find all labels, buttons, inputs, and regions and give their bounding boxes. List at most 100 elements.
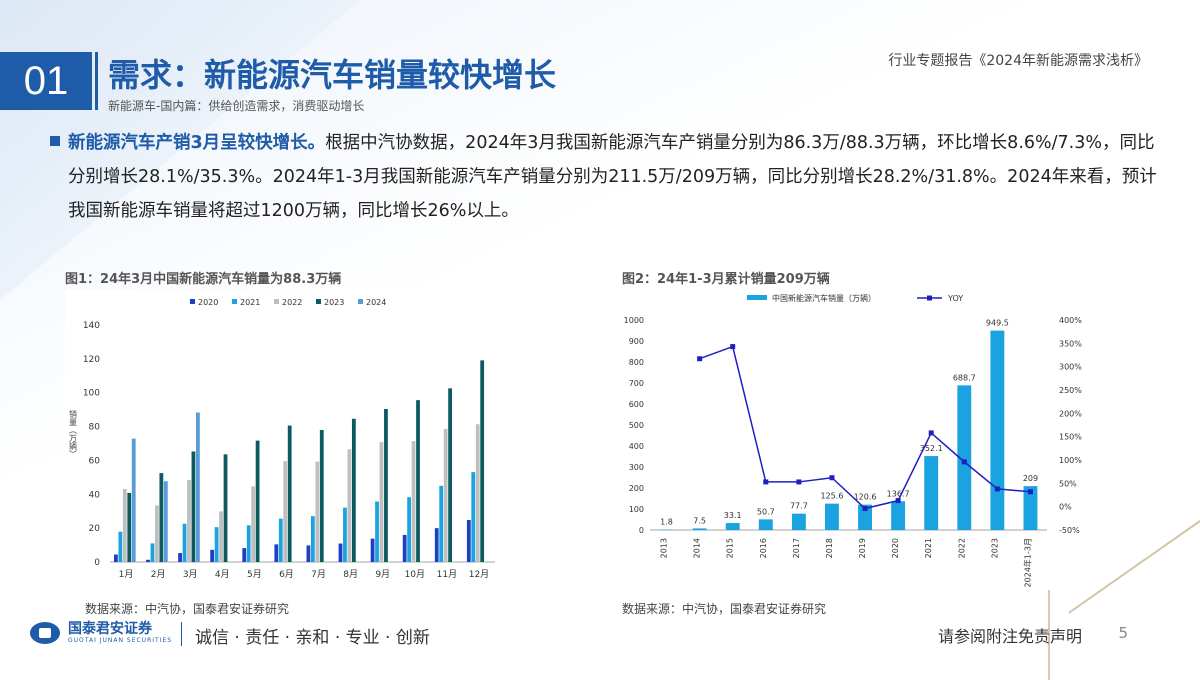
x-tick-label: 2022	[957, 538, 966, 558]
footer-divider	[181, 622, 182, 646]
bar-2023	[192, 451, 196, 562]
y-left-tick-label: 900	[629, 337, 644, 346]
bar-2022	[219, 511, 223, 562]
y-right-tick-label: 100%	[1059, 456, 1082, 465]
data-label: 688.7	[953, 373, 976, 382]
y-left-tick-label: 700	[629, 379, 644, 388]
y-right-tick-label: 300%	[1059, 363, 1082, 372]
bar-2023	[448, 388, 452, 562]
bar-2021	[151, 543, 155, 562]
bar-2023	[384, 409, 388, 562]
x-tick-label: 3月	[183, 569, 198, 580]
yoy-point	[863, 506, 868, 511]
bar-2023	[352, 419, 356, 562]
bar-sales	[759, 519, 773, 530]
y-left-tick-label: 200	[629, 484, 644, 493]
bar-2022	[348, 449, 352, 562]
x-tick-label: 2016	[759, 538, 768, 558]
bar-2022	[123, 489, 127, 562]
bar-sales	[792, 514, 806, 530]
y-right-tick-label: 400%	[1059, 316, 1082, 325]
yoy-point	[697, 356, 702, 361]
bar-2023	[480, 360, 484, 562]
y-tick-label: 40	[89, 490, 101, 500]
bar-2024	[164, 481, 168, 562]
logo-name: 国泰君安证券	[68, 622, 172, 637]
bar-2020	[339, 544, 343, 562]
y-tick-label: 60	[89, 456, 101, 466]
bar-2024	[132, 439, 136, 562]
x-tick-label: 5月	[247, 569, 262, 580]
bar-2020	[403, 535, 407, 562]
bar-2022	[315, 462, 319, 562]
bar-2021	[279, 519, 283, 562]
bar-sales	[990, 331, 1004, 530]
y-left-tick-label: 600	[629, 400, 644, 409]
yoy-point	[829, 475, 834, 480]
yoy-point	[763, 479, 768, 484]
y-tick-label: 80	[89, 423, 101, 433]
bar-2021	[183, 524, 187, 562]
report-name: 行业专题报告《2024年新能源需求浅析》	[888, 50, 1148, 70]
legend-label: 中国新能源汽车销量（万辆）	[772, 293, 876, 303]
x-tick-label: 9月	[375, 569, 390, 580]
figure2-svg: 中国新能源汽车销量（万辆）YOY010020030040050060070080…	[612, 285, 1085, 590]
bar-sales	[726, 523, 740, 530]
data-label: 7.5	[693, 516, 706, 525]
y-left-tick-label: 1000	[624, 316, 644, 325]
figure2-source: 数据来源：中汽协，国泰君安证券研究	[622, 600, 826, 617]
yoy-point	[995, 486, 1000, 491]
bar-2020	[274, 544, 278, 562]
bar-2021	[343, 508, 347, 562]
x-tick-label: 2024年1-3月	[1022, 538, 1032, 587]
yoy-point	[929, 430, 934, 435]
y-left-tick-label: 100	[629, 505, 644, 514]
x-tick-label: 8月	[343, 569, 358, 580]
company-motto: 诚信 · 责任 · 亲和 · 专业 · 创新	[195, 623, 430, 648]
bar-2020	[307, 545, 311, 562]
bar-2023	[127, 493, 131, 562]
legend-label: YOY	[947, 294, 963, 303]
yoy-point	[796, 479, 801, 484]
page-subtitle: 新能源车-国内篇：供给创造需求，消费驱动增长	[108, 97, 364, 114]
bar-2022	[251, 486, 255, 562]
page-number: 5	[1118, 624, 1128, 642]
bar-2020	[371, 539, 375, 562]
disclaimer-link[interactable]: 请参阅附注免责声明	[938, 623, 1082, 647]
y-left-tick-label: 400	[629, 442, 644, 451]
bar-2023	[159, 473, 163, 562]
bar-2020	[114, 555, 118, 562]
bar-2021	[118, 532, 122, 562]
x-tick-label: 4月	[215, 569, 230, 580]
bar-2023	[288, 426, 292, 562]
yoy-point	[730, 344, 735, 349]
y-left-tick-label: 500	[629, 421, 644, 430]
legend-marker	[927, 296, 932, 301]
y-right-tick-label: 250%	[1059, 386, 1082, 395]
bar-2023	[256, 441, 260, 562]
y-left-tick-label: 800	[629, 358, 644, 367]
y-axis-label: 销量（万辆）	[69, 409, 78, 458]
y-left-tick-label: 300	[629, 463, 644, 472]
bar-2023	[320, 430, 324, 562]
yoy-point	[896, 498, 901, 503]
y-tick-label: 140	[83, 321, 100, 331]
x-tick-label: 7月	[311, 569, 326, 580]
x-tick-label: 2014	[693, 538, 702, 558]
bar-2020	[242, 548, 246, 562]
section-divider	[95, 52, 98, 110]
figure1-source: 数据来源：中汽协，国泰君安证券研究	[85, 600, 289, 617]
bar-2020	[146, 560, 150, 562]
company-logo: 国泰君安证券 GUOTAI JUNAN SECURITIES	[30, 621, 172, 645]
legend-label: 2024	[366, 298, 386, 307]
legend-label: 2022	[282, 298, 302, 307]
y-tick-label: 120	[83, 355, 100, 365]
legend-label: 2021	[240, 298, 260, 307]
bar-2022	[412, 441, 416, 562]
figure1-title: 图1：24年3月中国新能源汽车销量为88.3万辆	[65, 268, 341, 287]
x-tick-label: 6月	[279, 569, 294, 580]
logo-english: GUOTAI JUNAN SECURITIES	[68, 637, 172, 644]
x-tick-label: 2017	[792, 538, 801, 558]
